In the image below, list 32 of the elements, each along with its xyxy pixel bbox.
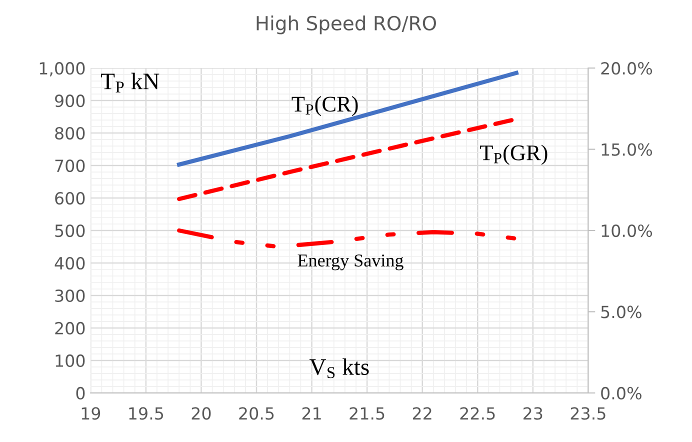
- x-tick-label: 21: [302, 407, 321, 420]
- y-tick-label: 600: [55, 192, 85, 205]
- y2-tick-label: 20.0%: [601, 62, 652, 75]
- y-tick-label: 100: [56, 354, 85, 368]
- x-tick-label: 21.5: [350, 407, 384, 420]
- x-axis-title: V$_{S}$ kts: [309, 358, 369, 378]
- y-tick-label: 400: [54, 256, 85, 270]
- y-tick-label: 900: [55, 94, 85, 108]
- x-tick-label: 19: [82, 407, 100, 420]
- chart-title: High Speed RO/RO: [256, 15, 436, 34]
- series-label: Energy Saving: [298, 254, 404, 270]
- y-tick-label: 500: [55, 224, 85, 238]
- y2-tick-label: 5.0%: [601, 306, 642, 318]
- series-label: T$_{P}$(CR): [292, 96, 358, 116]
- y-axis-title: T$_{P}$ kN: [101, 72, 160, 92]
- y2-tick-label: 0.0%: [601, 386, 642, 400]
- y2-tick-label: 15.0%: [602, 143, 652, 156]
- x-tick-label: 23.5: [570, 407, 606, 420]
- y-tick-label: 1,000: [40, 62, 85, 76]
- y-tick-label: 300: [55, 289, 85, 302]
- y-tick-label: 200: [55, 322, 85, 335]
- x-tick-label: 20.5: [239, 407, 274, 420]
- y-tick-label: 0: [76, 386, 85, 400]
- y2-tick-label: 10.0%: [602, 224, 652, 238]
- x-tick-label: 20: [192, 407, 211, 420]
- y-tick-label: 800: [55, 127, 85, 140]
- x-tick-label: 22: [412, 407, 432, 420]
- y-tick-label: 700: [55, 159, 85, 172]
- series-label: T$_{P}$(GR): [480, 144, 548, 165]
- x-tick-label: 19.5: [129, 407, 164, 420]
- x-tick-label: 22.5: [460, 407, 495, 420]
- x-tick-label: 23: [524, 407, 542, 420]
